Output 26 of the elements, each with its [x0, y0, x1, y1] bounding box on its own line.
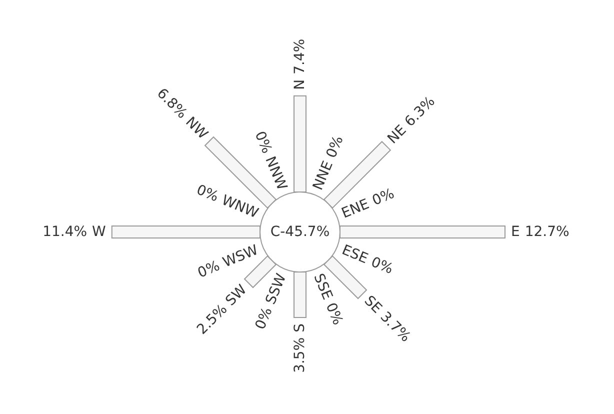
- category-label: ENE: [339, 196, 372, 222]
- data-label: 0%: [370, 186, 397, 210]
- category-label: NNE: [310, 158, 336, 193]
- category-label: E: [511, 224, 520, 240]
- data-label: 0%: [368, 254, 396, 278]
- category-label: ESE: [339, 242, 370, 268]
- data-label: 0%: [196, 258, 222, 282]
- category-label: SE: [360, 292, 385, 317]
- category-label: WSW: [220, 242, 261, 271]
- data-label: 0%: [252, 305, 276, 332]
- data-label: 0%: [322, 300, 346, 328]
- data-label: 3.5%: [292, 337, 308, 373]
- category-label: W: [92, 224, 106, 240]
- text: C-45.7%: [270, 224, 330, 240]
- category-label: SSE: [310, 271, 336, 302]
- data-label: 0%: [324, 134, 347, 160]
- data-label: 0%: [194, 182, 221, 206]
- category-label: WNW: [219, 192, 261, 222]
- category-label: SSW: [262, 271, 290, 307]
- category-label: N: [292, 79, 308, 90]
- data-label: 12.7%: [524, 224, 570, 240]
- data-label: 0%: [251, 129, 275, 156]
- data-label: 7.4%: [292, 38, 308, 74]
- category-label: S: [292, 323, 308, 332]
- data-label: 11.4%: [42, 224, 88, 240]
- category-label: NNW: [262, 154, 290, 193]
